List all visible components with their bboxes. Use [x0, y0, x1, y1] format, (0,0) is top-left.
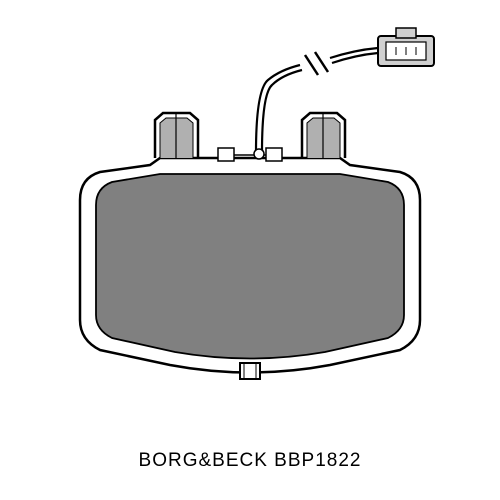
part-number: BBP1822 — [274, 450, 361, 471]
brake-pad-diagram — [0, 0, 500, 500]
product-label: BORG&BECK BBP1822 — [139, 450, 362, 472]
friction-material — [96, 174, 404, 359]
sensor-entry-point — [254, 149, 264, 159]
top-clip-left — [155, 113, 198, 158]
wear-sensor-connector — [378, 28, 434, 66]
top-clip-right — [302, 113, 345, 158]
brand-name: BORG&BECK — [139, 450, 268, 471]
bottom-pin — [240, 363, 260, 379]
